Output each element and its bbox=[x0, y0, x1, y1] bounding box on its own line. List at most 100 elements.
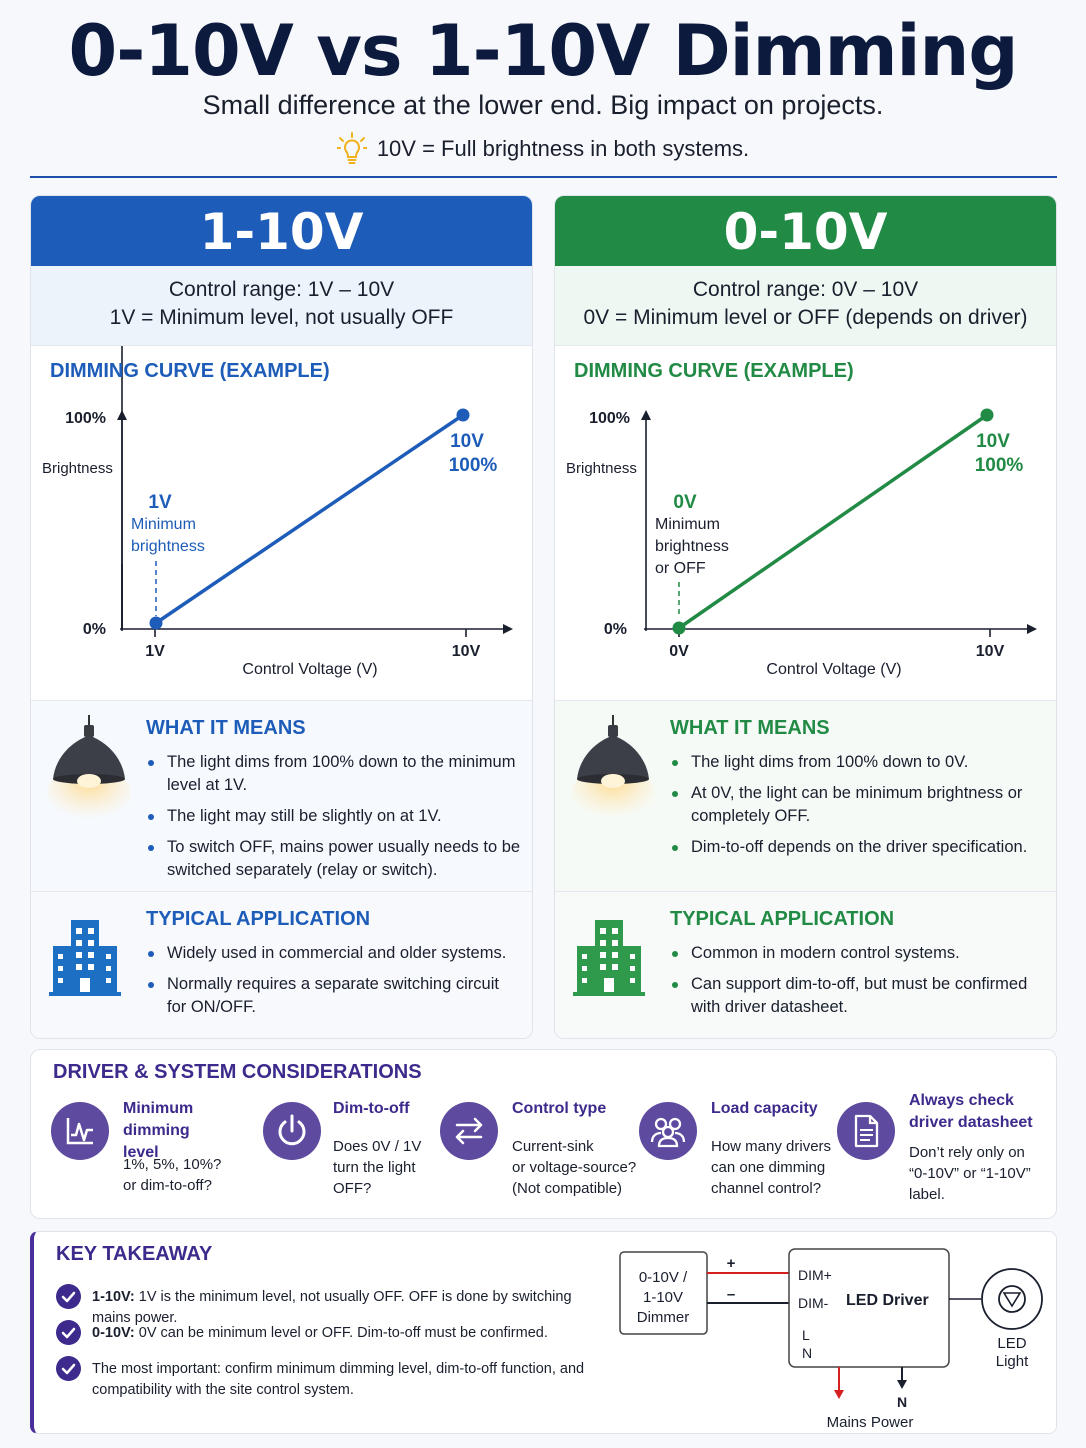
app-list: Widely used in commercial and older syst… bbox=[146, 942, 521, 1027]
start-voltage-label: 0V bbox=[673, 492, 697, 513]
x-axis-label: Control Voltage (V) bbox=[766, 661, 901, 678]
check-icon bbox=[61, 1327, 76, 1339]
start-voltage-label: 1V bbox=[148, 492, 172, 513]
curve-title: DIMMING CURVE (EXAMPLE) bbox=[50, 360, 330, 382]
means-list: The light dims from 100% down to the min… bbox=[146, 751, 521, 890]
considerations-title: DRIVER & SYSTEM CONSIDERATIONS bbox=[53, 1061, 422, 1083]
check-icon bbox=[61, 1363, 76, 1375]
dimming-curve-chart: 100% 0% Brightness 0V 10V Control Voltag… bbox=[566, 408, 1037, 678]
pendant-lamp-icon bbox=[47, 715, 131, 823]
n-terminal: N bbox=[802, 1345, 812, 1361]
consideration-name: Dim-to-off bbox=[333, 1100, 410, 1117]
page-subtitle: Small difference at the lower end. Big i… bbox=[202, 90, 884, 120]
page-title: 0-10V vs 1-10V Dimming bbox=[68, 10, 1018, 92]
start-note-1: Minimum bbox=[655, 516, 720, 533]
means-title: WHAT IT MEANS bbox=[146, 717, 306, 739]
panel-1-10v: 1-10V Control range: 1V – 10V 1V = Minim… bbox=[30, 195, 533, 1039]
full-brightness-note: 10V = Full brightness in both systems. bbox=[0, 132, 1086, 168]
start-note-2: brightness bbox=[131, 538, 205, 555]
consideration-desc: or voltage-source? bbox=[512, 1159, 637, 1176]
panel-0-10v: 0-10V Control range: 0V – 10V 0V = Minim… bbox=[554, 195, 1057, 1039]
curve-line bbox=[678, 413, 988, 630]
y-axis-label: Brightness bbox=[42, 460, 113, 477]
led-driver-label: LED Driver bbox=[846, 1292, 929, 1309]
consideration-desc: Current-sink bbox=[512, 1138, 594, 1155]
users-icon bbox=[650, 1117, 686, 1148]
list-item: The light dims from 100% down to the min… bbox=[146, 751, 521, 797]
app-list: Common in modern control systems. Can su… bbox=[670, 942, 1045, 1027]
consideration-name: level bbox=[123, 1144, 159, 1161]
consideration-desc: can one dimming bbox=[711, 1159, 826, 1176]
dim-minus-terminal: DIM- bbox=[798, 1295, 829, 1311]
consideration-desc: OFF? bbox=[333, 1180, 372, 1197]
consideration-desc: label. bbox=[909, 1186, 945, 1203]
dimmer-box bbox=[619, 1251, 708, 1335]
min-point bbox=[672, 621, 686, 635]
list-item: Can support dim-to-off, but must be conf… bbox=[670, 973, 1045, 1019]
header-divider bbox=[30, 176, 1057, 178]
curve-line bbox=[155, 413, 464, 625]
end-voltage-label: 10V bbox=[976, 431, 1010, 452]
list-item: The light may still be slightly on at 1V… bbox=[146, 805, 521, 828]
list-item: Common in modern control systems. bbox=[670, 942, 1045, 965]
range-line-1: Control range: 1V – 10V bbox=[168, 278, 395, 301]
consideration-name: Minimum dimming bbox=[123, 1100, 194, 1139]
x-end-label: 10V bbox=[976, 643, 1005, 660]
key-takeaway-title: KEY TAKEAWAY bbox=[56, 1243, 213, 1265]
consideration-name: Load capacity bbox=[711, 1100, 818, 1117]
mains-power-label: Mains Power bbox=[827, 1414, 914, 1431]
driver-considerations: DRIVER & SYSTEM CONSIDERATIONS Minimum d… bbox=[30, 1049, 1057, 1219]
led-driver-box bbox=[788, 1248, 950, 1368]
start-note-2: brightness bbox=[655, 538, 729, 555]
n-arrow-label: N bbox=[897, 1394, 907, 1410]
range-line-2: 1V = Minimum level, not usually OFF bbox=[109, 306, 454, 329]
minus-sign: – bbox=[727, 1286, 735, 1303]
note-text: 10V = Full brightness in both systems. bbox=[376, 135, 750, 161]
x-start-label: 1V bbox=[145, 643, 165, 660]
list-item: The light dims from 100% down to 0V. bbox=[670, 751, 1045, 774]
panel-title: 0-10V bbox=[555, 196, 1056, 266]
consideration-desc: or dim-to-off? bbox=[123, 1177, 212, 1194]
dimming-curve-section: 100% 0% Brightness 0V 10V Control Voltag… bbox=[555, 346, 1056, 701]
building-icon bbox=[49, 920, 121, 996]
range-line-1: Control range: 0V – 10V bbox=[692, 278, 919, 301]
consideration-desc: How many drivers bbox=[711, 1138, 832, 1155]
led-light-label-2: Light bbox=[996, 1353, 1029, 1370]
max-point bbox=[456, 408, 470, 422]
chart-icon bbox=[66, 1118, 93, 1145]
curve-title: DIMMING CURVE (EXAMPLE) bbox=[574, 360, 854, 382]
y-bottom-label: 0% bbox=[604, 621, 627, 638]
building-icon bbox=[573, 920, 645, 996]
led-light-label-1: LED bbox=[997, 1335, 1026, 1352]
start-note-1: Minimum bbox=[131, 516, 196, 533]
y-bottom-label: 0% bbox=[83, 621, 106, 638]
dimmer-label-3: Dimmer bbox=[637, 1309, 690, 1326]
y-top-label: 100% bbox=[65, 410, 106, 427]
power-icon bbox=[278, 1114, 306, 1146]
means-title: WHAT IT MEANS bbox=[670, 717, 830, 739]
list-item: Dim-to-off depends on the driver specifi… bbox=[670, 836, 1045, 859]
max-point bbox=[980, 408, 994, 422]
means-list: The light dims from 100% down to 0V. At … bbox=[670, 751, 1045, 867]
check-icon bbox=[61, 1291, 76, 1303]
takeaway-text: The most important: confirm minimum dimm… bbox=[92, 1361, 585, 1398]
consideration-name: Always check bbox=[909, 1092, 1014, 1109]
what-it-means-section: WHAT IT MEANS The light dims from 100% d… bbox=[555, 701, 1056, 892]
end-percent-label: 100% bbox=[975, 455, 1024, 476]
what-it-means-section: WHAT IT MEANS The light dims from 100% d… bbox=[31, 701, 532, 892]
takeaway-text: 0V can be minimum level or OFF. Dim-to-o… bbox=[134, 1325, 548, 1341]
swap-icon bbox=[455, 1117, 483, 1145]
l-terminal: L bbox=[802, 1327, 810, 1343]
plus-sign: + bbox=[727, 1255, 736, 1272]
typical-application-section: TYPICAL APPLICATION Common in modern con… bbox=[555, 892, 1056, 1038]
y-axis-label: Brightness bbox=[566, 460, 637, 477]
dimming-curve-section: 100% 0% Brightness 1V 10V Control Voltag… bbox=[31, 346, 532, 701]
takeaway-text: 1V is the minimum level, not usually OFF… bbox=[92, 1289, 572, 1326]
min-point bbox=[149, 616, 163, 630]
app-title: TYPICAL APPLICATION bbox=[670, 908, 895, 930]
x-end-label: 10V bbox=[452, 643, 481, 660]
dimmer-label-2: 1-10V bbox=[643, 1289, 683, 1306]
document-icon bbox=[854, 1114, 879, 1148]
takeaway-bold: 0-10V: bbox=[92, 1325, 135, 1341]
typical-application-section: TYPICAL APPLICATION Widely used in comme… bbox=[31, 892, 532, 1038]
